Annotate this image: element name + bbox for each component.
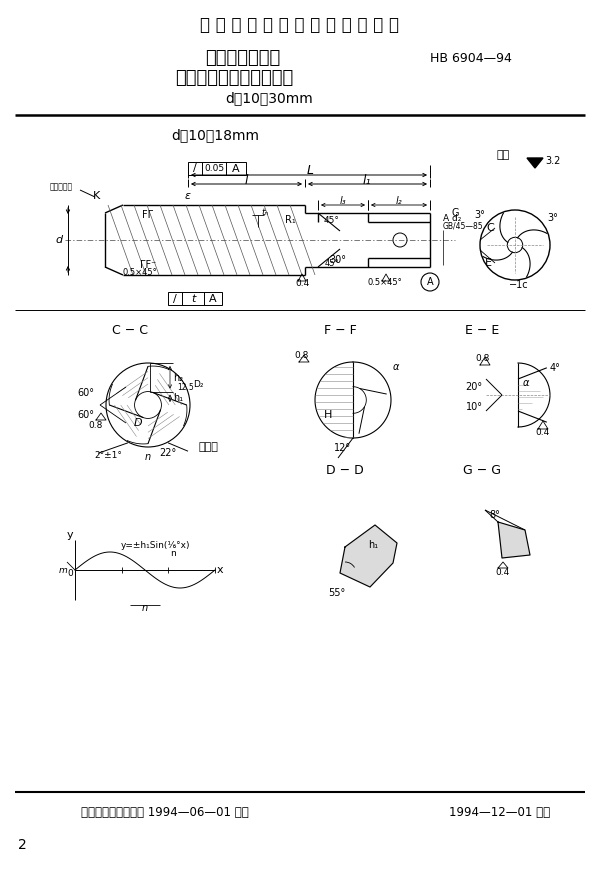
Text: A: A	[427, 277, 433, 287]
Text: 30°: 30°	[329, 255, 347, 265]
Text: 3°: 3°	[548, 213, 559, 223]
Text: h₁: h₁	[368, 540, 378, 550]
Text: K: K	[94, 191, 101, 201]
Text: 20°: 20°	[466, 382, 482, 392]
Text: 斜面保证量: 斜面保证量	[50, 183, 73, 192]
Text: D − D: D − D	[326, 463, 364, 476]
Text: 12°: 12°	[334, 443, 352, 453]
Text: l₂: l₂	[395, 196, 403, 206]
Text: 0.8: 0.8	[476, 354, 490, 362]
Text: A d₂: A d₂	[443, 213, 461, 222]
Text: t: t	[191, 294, 195, 303]
Text: n: n	[170, 549, 176, 557]
Text: 0.8: 0.8	[89, 421, 103, 429]
Text: 60°: 60°	[77, 410, 95, 420]
Text: d: d	[56, 235, 63, 245]
Text: 0.05: 0.05	[204, 164, 224, 173]
Text: A: A	[232, 164, 240, 173]
Text: h₂: h₂	[173, 373, 183, 382]
Bar	[168, 292, 222, 305]
Text: /: /	[173, 294, 177, 303]
Text: 中 华 人 民 共 和 国 航 空 工 业 标 准: 中 华 人 民 共 和 国 航 空 工 业 标 准	[200, 16, 400, 34]
Text: L: L	[307, 165, 314, 178]
Text: ε: ε	[185, 191, 191, 201]
Text: 60°: 60°	[77, 388, 95, 398]
Text: l: l	[244, 173, 248, 186]
Text: −1ᴄ: −1ᴄ	[509, 280, 529, 290]
Polygon shape	[527, 158, 543, 168]
Text: A: A	[209, 294, 217, 303]
Text: 3.2: 3.2	[545, 156, 560, 166]
Text: 0.4: 0.4	[495, 568, 509, 577]
Text: 4°: 4°	[550, 363, 560, 373]
Text: 55°: 55°	[328, 588, 346, 598]
Bar	[188, 162, 246, 175]
Text: D: D	[134, 418, 142, 428]
Text: HB 6904—94: HB 6904—94	[430, 51, 512, 64]
Text: n: n	[145, 452, 151, 462]
Text: C − C: C − C	[112, 323, 148, 336]
Text: l₃: l₃	[340, 196, 346, 206]
Text: 1994—12—01 实施: 1994—12—01 实施	[449, 806, 551, 819]
Text: l₁: l₁	[363, 173, 371, 186]
Text: 0.4: 0.4	[535, 428, 549, 436]
Text: 0: 0	[67, 569, 73, 577]
Text: 数控醓床用四齿: 数控醓床用四齿	[205, 49, 280, 67]
Text: y=±h₁Sin(⅙°x): y=±h₁Sin(⅙°x)	[120, 541, 190, 550]
Text: F − F: F − F	[323, 323, 356, 336]
Text: α: α	[523, 378, 529, 388]
Text: d＝10～30mm: d＝10～30mm	[225, 91, 313, 105]
Text: 3°: 3°	[475, 210, 485, 220]
Text: 0.5×45°: 0.5×45°	[122, 267, 157, 276]
Text: 削平型直柄粗加工立醓刀: 削平型直柄粗加工立醓刀	[175, 69, 293, 87]
Text: 45°: 45°	[325, 259, 340, 267]
Text: GB/45—85: GB/45—85	[443, 221, 484, 231]
Text: n: n	[142, 603, 148, 613]
Text: 8°: 8°	[490, 510, 500, 520]
Text: m: m	[59, 565, 67, 575]
Text: R₁: R₁	[284, 215, 295, 225]
Text: d＝10～18mm: d＝10～18mm	[171, 128, 259, 142]
Text: E − E: E − E	[465, 323, 499, 336]
Text: /: /	[193, 164, 197, 173]
Text: h₁: h₁	[173, 394, 183, 403]
Text: x: x	[217, 565, 223, 575]
Text: tₙ: tₙ	[262, 207, 269, 217]
Text: G − G: G − G	[463, 463, 501, 476]
Text: D₂: D₂	[193, 380, 203, 388]
Text: 中国航空工业总公司 1994—06—01 发布: 中国航空工业总公司 1994—06—01 发布	[81, 806, 249, 819]
Text: 10°: 10°	[466, 402, 482, 412]
Polygon shape	[498, 522, 530, 558]
Text: E: E	[485, 258, 491, 268]
Text: 45°: 45°	[324, 215, 340, 225]
Text: y: y	[67, 530, 73, 540]
Text: 2: 2	[17, 838, 26, 852]
Text: G: G	[451, 208, 459, 218]
Text: FΓ: FΓ	[142, 210, 154, 220]
Text: 左螺旋: 左螺旋	[198, 442, 218, 452]
Text: 0.8: 0.8	[295, 350, 309, 360]
Text: 2°±1°: 2°±1°	[94, 450, 122, 460]
Text: 22°: 22°	[160, 448, 176, 458]
Text: 0.4: 0.4	[295, 279, 309, 287]
Text: ΓF⁻: ΓF⁻	[140, 260, 156, 270]
Text: H: H	[324, 410, 332, 420]
Text: C: C	[486, 223, 494, 233]
Text: α: α	[393, 362, 399, 372]
Text: 0.5×45°: 0.5×45°	[368, 278, 403, 287]
Polygon shape	[340, 525, 397, 587]
Text: 其余: 其余	[496, 150, 509, 160]
Text: 12.5: 12.5	[178, 383, 194, 392]
